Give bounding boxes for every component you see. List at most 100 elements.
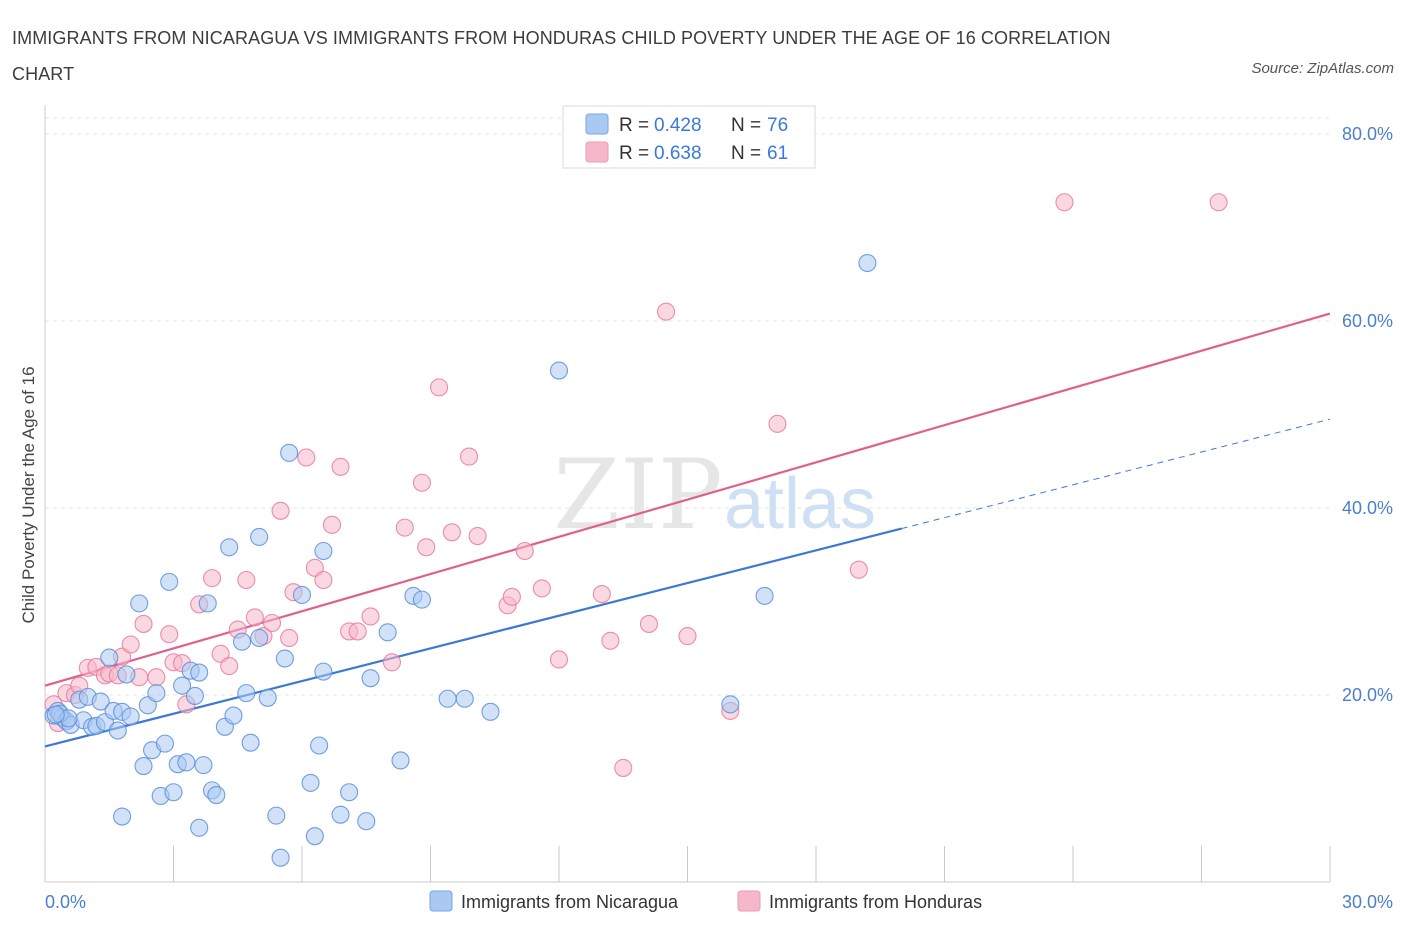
data-point	[297, 448, 316, 467]
data-point	[455, 689, 474, 708]
data-point	[245, 608, 264, 627]
data-point	[185, 686, 204, 705]
x-tick-label: 0.0%	[45, 892, 86, 912]
legend-n-label-honduras: N =	[731, 143, 761, 164]
data-point	[310, 736, 329, 755]
data-point	[1209, 193, 1228, 212]
data-point	[121, 635, 140, 654]
y-tick-label: 80.0%	[1342, 124, 1393, 144]
data-point	[220, 538, 239, 557]
data-point	[721, 695, 740, 714]
data-point	[155, 734, 174, 753]
axes	[44, 105, 1331, 883]
data-point	[113, 807, 132, 826]
grid-lines	[45, 117, 1330, 696]
legend-stats: R = 0.428 N = 76 R = 0.638 N = 61	[562, 105, 816, 169]
data-point	[417, 538, 436, 557]
data-point	[412, 590, 431, 609]
y-axis-label: Child Poverty Under the Age of 16	[19, 366, 38, 623]
data-point	[237, 684, 256, 703]
legend-r-value-nicaragua: 0.428	[654, 115, 702, 136]
legend-r-label-honduras: R =	[619, 143, 649, 164]
legend-bottom-label-nicaragua: Immigrants from Nicaragua	[461, 892, 679, 912]
data-point	[160, 572, 179, 591]
data-point	[117, 665, 136, 684]
data-point	[250, 628, 269, 648]
data-point	[314, 541, 333, 561]
data-point	[592, 584, 611, 604]
data-point	[258, 688, 277, 707]
legend-n-value-nicaragua: 76	[767, 115, 788, 136]
data-point	[121, 707, 140, 726]
data-point	[108, 721, 127, 740]
x-tick-label: 30.0%	[1342, 892, 1393, 912]
legend-series: Immigrants from Nicaragua Immigrants fro…	[429, 890, 982, 912]
data-point	[271, 501, 290, 520]
data-point	[515, 541, 534, 561]
data-point	[395, 518, 414, 537]
data-point	[164, 783, 183, 802]
data-point	[768, 414, 787, 433]
data-point	[391, 751, 410, 770]
data-point	[301, 773, 320, 792]
data-point	[147, 684, 166, 703]
data-point	[549, 650, 569, 669]
data-point	[280, 628, 299, 648]
data-point	[220, 656, 239, 676]
legend-n-value-honduras: 61	[767, 143, 788, 164]
data-point	[430, 378, 449, 397]
data-point	[502, 587, 521, 606]
y-tick-label: 20.0%	[1342, 685, 1393, 705]
data-point	[382, 653, 402, 672]
data-point	[100, 648, 119, 667]
data-point	[305, 827, 324, 846]
data-point	[241, 733, 260, 752]
data-point	[203, 569, 222, 588]
legend-bottom-swatch-nicaragua	[429, 890, 453, 912]
data-point	[177, 753, 196, 772]
data-point	[601, 631, 620, 650]
legend-r-value-honduras: 0.638	[654, 143, 702, 164]
data-point	[130, 594, 149, 613]
data-points	[44, 193, 1228, 867]
data-point	[361, 669, 380, 688]
y-tick-label: 60.0%	[1342, 311, 1393, 331]
legend-bottom-swatch-honduras	[737, 890, 761, 912]
data-point	[190, 663, 209, 682]
data-point	[442, 523, 461, 542]
data-point	[275, 649, 294, 668]
legend-swatch-honduras	[585, 141, 609, 163]
data-point	[237, 570, 256, 590]
series-nicaragua	[44, 253, 877, 867]
legend-bottom-label-honduras: Immigrants from Honduras	[769, 892, 982, 912]
data-point	[532, 579, 551, 598]
data-point	[262, 613, 282, 633]
data-point	[207, 785, 226, 805]
data-point	[438, 689, 457, 708]
data-point	[755, 586, 774, 605]
tick-labels: 20.0% 40.0% 60.0% 80.0% 0.0% 30.0%	[45, 124, 1393, 912]
data-point	[340, 783, 359, 802]
legend-r-label-nicaragua: R =	[619, 115, 649, 136]
data-point	[639, 614, 659, 633]
legend-n-label-nicaragua: N =	[731, 115, 761, 136]
legend-swatch-nicaragua	[585, 113, 609, 135]
data-point	[657, 302, 676, 321]
data-point	[378, 623, 397, 642]
data-point	[849, 560, 868, 579]
data-point	[331, 457, 350, 476]
data-point	[314, 662, 333, 681]
chart-title: IMMIGRANTS FROM NICARAGUA VS IMMIGRANTS …	[12, 28, 1111, 84]
watermark: ZIP atlas	[553, 439, 876, 551]
data-point	[198, 594, 217, 613]
data-point	[412, 473, 431, 492]
y-tick-label: 40.0%	[1342, 498, 1393, 518]
data-point	[190, 818, 209, 837]
data-point	[1055, 193, 1074, 212]
data-point	[292, 585, 312, 605]
data-point	[357, 812, 376, 831]
data-point	[331, 805, 350, 824]
data-point	[322, 515, 342, 534]
data-point	[348, 622, 367, 641]
